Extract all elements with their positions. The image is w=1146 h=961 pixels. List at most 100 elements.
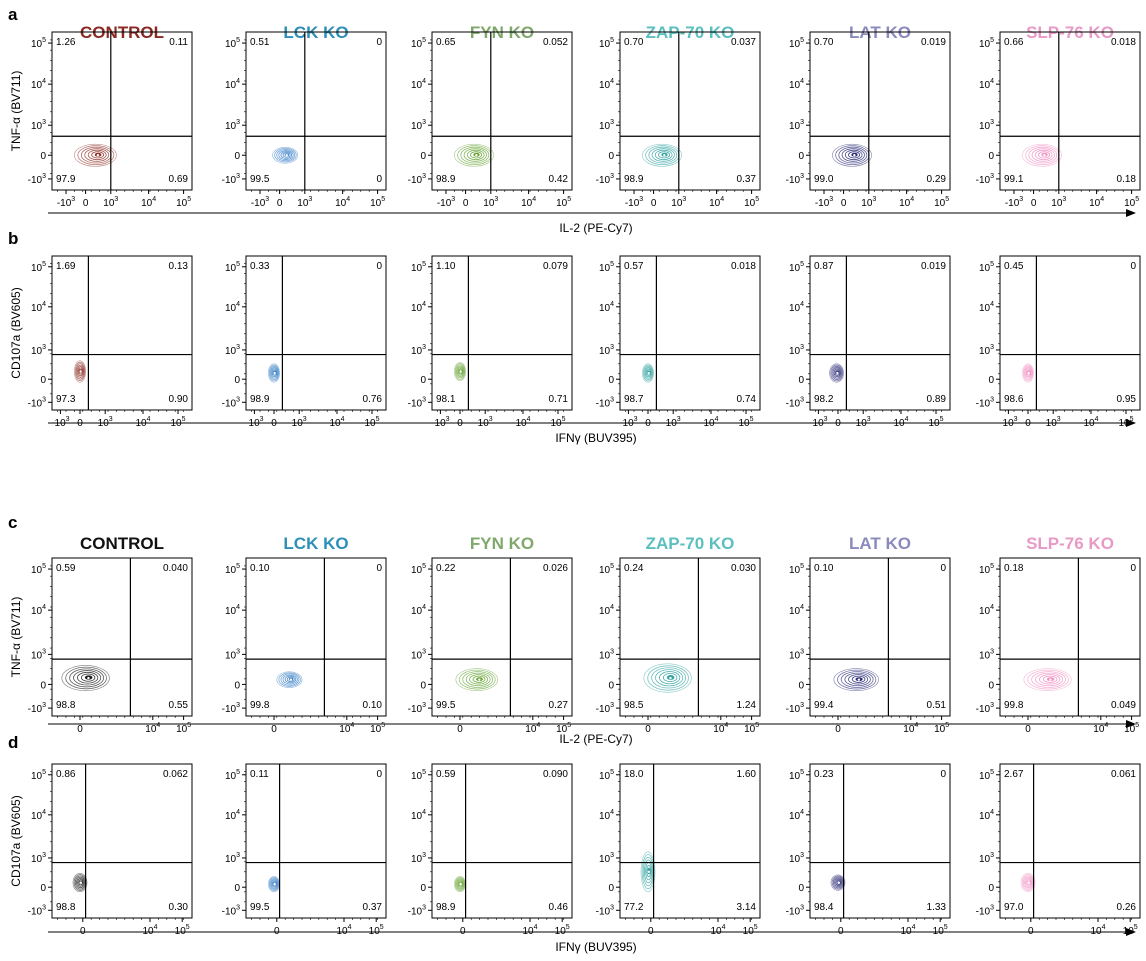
x-tick-label: 105 — [176, 196, 191, 209]
quadrant-lower-right-value: 0.90 — [169, 394, 189, 405]
quadrant-upper-right-value: 0 — [376, 261, 382, 272]
y-tick-label: 104 — [599, 809, 614, 822]
plot-contour-ring — [463, 148, 487, 162]
plot-fyn-ko: 105 104 103 0 -103 0 104 105 0.59 0.090 98.9 0.46 — [408, 763, 573, 937]
plot-contour-center — [79, 370, 82, 373]
plot-contour-ring — [851, 675, 866, 683]
plot-frame — [809, 557, 951, 717]
x-tick-label: 105 — [744, 196, 759, 209]
plot-contour-ring — [835, 878, 842, 887]
plot-frame — [431, 557, 573, 717]
plot-contour-ring — [832, 367, 842, 379]
plot-contour-ring — [73, 670, 102, 686]
x-tick-label: -103 — [1005, 196, 1023, 209]
y-tick-label: -103 — [408, 173, 426, 186]
plot-frame — [999, 255, 1141, 411]
plot-contour-center — [1027, 881, 1031, 884]
plot-frame — [245, 763, 387, 919]
plot-frame — [431, 31, 573, 191]
plot-slp-76-ko: 105 104 103 0 -103 -103 0 103 104 105 0.66 0.018 99.… — [976, 31, 1141, 209]
plot-contour-ring — [91, 151, 105, 159]
y-tick-label: 105 — [411, 37, 426, 50]
plot-control: 105 104 103 0 -103 0 104 105 0.59 0.040 98.8 0.55 — [28, 557, 193, 735]
x-axis-arrow-head — [1126, 419, 1136, 427]
x-tick-label: -103 — [251, 196, 269, 209]
quadrant-upper-left-value: 0.24 — [624, 563, 644, 574]
quadrant-lower-left-value: 99.4 — [814, 700, 834, 711]
plot-contour-ring — [272, 147, 299, 164]
plot-lck-ko: 105 104 103 0 -103 0 104 105 0.11 0 99.5 0.37 — [222, 763, 387, 937]
quadrant-upper-right-value: 0.061 — [1111, 769, 1136, 780]
y-tick-label: 104 — [599, 301, 614, 314]
y-tick-label: 103 — [411, 852, 426, 865]
y-tick-label: -103 — [408, 702, 426, 715]
y-tick-label: 0 — [420, 883, 426, 894]
y-tick-label: 103 — [789, 119, 804, 132]
plot-contour-ring — [848, 151, 861, 159]
plot-contour-ring — [642, 363, 654, 383]
quadrant-upper-left-value: 2.67 — [1004, 769, 1024, 780]
x-tick-label: 104 — [329, 416, 344, 429]
y-tick-label: 105 — [599, 37, 614, 50]
plot-contour-ring — [1020, 873, 1036, 893]
plot-contour-ring — [642, 143, 682, 167]
y-tick-label: -103 — [976, 904, 994, 917]
y-tick-label: 105 — [411, 563, 426, 576]
plot-contour-ring — [84, 148, 110, 162]
plot-slp-76-ko: 105 104 103 0 -103 -103 0 103 104 105 0.45 0 98.6 0.9… — [976, 255, 1141, 429]
plot-contour-ring — [271, 880, 278, 888]
y-tick-label: 104 — [979, 301, 994, 314]
quadrant-upper-left-value: 0.33 — [250, 261, 270, 272]
plot-contour-ring — [268, 364, 280, 382]
quadrant-lower-left-value: 98.1 — [436, 394, 456, 405]
plot-contour-ring — [834, 877, 843, 888]
plot-contour-ring — [643, 365, 653, 380]
panel-letter-c: c — [8, 513, 17, 532]
plot-zap-70-ko: 105 104 103 0 -103 0 104 105 0.24 0.030 98.5 1.24 — [596, 557, 761, 735]
plot-contour-ring — [65, 666, 107, 690]
quadrant-lower-right-value: 0.26 — [1117, 902, 1137, 913]
x-tick-label: 104 — [1083, 416, 1098, 429]
plot-frame — [999, 763, 1141, 919]
plot-contour-ring — [841, 148, 865, 162]
plot-contour-ring — [457, 880, 464, 888]
plot-frame — [999, 31, 1141, 191]
quadrant-lower-left-value: 98.9 — [624, 174, 644, 185]
plot-contour-ring — [77, 877, 84, 887]
plot-contour-ring — [87, 149, 107, 161]
quadrant-upper-right-value: 0 — [940, 769, 946, 780]
plot-contour-center — [669, 676, 672, 680]
x-tick-label: -103 — [57, 196, 75, 209]
y-tick-label: 0 — [798, 883, 804, 894]
y-tick-label: -103 — [596, 173, 614, 186]
quadrant-lower-left-value: 99.0 — [814, 174, 834, 185]
y-tick-label: -103 — [408, 396, 426, 409]
y-tick-label: 103 — [31, 852, 46, 865]
y-tick-label: 105 — [979, 563, 994, 576]
x-tick-label: 104 — [521, 196, 536, 209]
condition-title: SLP-76 KO — [1026, 534, 1114, 553]
x-tick-label: 104 — [335, 196, 350, 209]
x-axis-arrow-head — [1126, 209, 1136, 217]
y-tick-label: 0 — [234, 883, 240, 894]
plot-contour-center — [289, 678, 293, 681]
y-tick-label: 105 — [411, 769, 426, 782]
x-tick-label: 104 — [900, 924, 915, 937]
quadrant-lower-right-value: 0.18 — [1117, 174, 1137, 185]
quadrant-upper-right-value: 0.090 — [543, 769, 568, 780]
plot-contour-ring — [1031, 148, 1055, 162]
y-tick-label: 0 — [40, 883, 46, 894]
quadrant-lower-left-value: 98.6 — [1004, 394, 1024, 405]
plot-contour-ring — [77, 145, 115, 166]
plot-contour-ring — [270, 367, 278, 379]
x-tick-label: 0 — [1028, 926, 1034, 937]
x-tick-label: 104 — [336, 924, 351, 937]
plot-contour-ring — [832, 143, 872, 167]
y-tick-label: 105 — [789, 37, 804, 50]
y-tick-label: 103 — [31, 119, 46, 132]
quadrant-lower-right-value: 0.37 — [363, 902, 383, 913]
figure-panels: a CONTROL LCK KO FYN KO ZAP-70 KO LAT KO SLP-7… — [8, 5, 1141, 954]
quadrant-lower-left-value: 99.5 — [250, 174, 270, 185]
y-axis-label: TNF-α (BV711) — [9, 71, 23, 152]
y-tick-label: 103 — [599, 344, 614, 357]
